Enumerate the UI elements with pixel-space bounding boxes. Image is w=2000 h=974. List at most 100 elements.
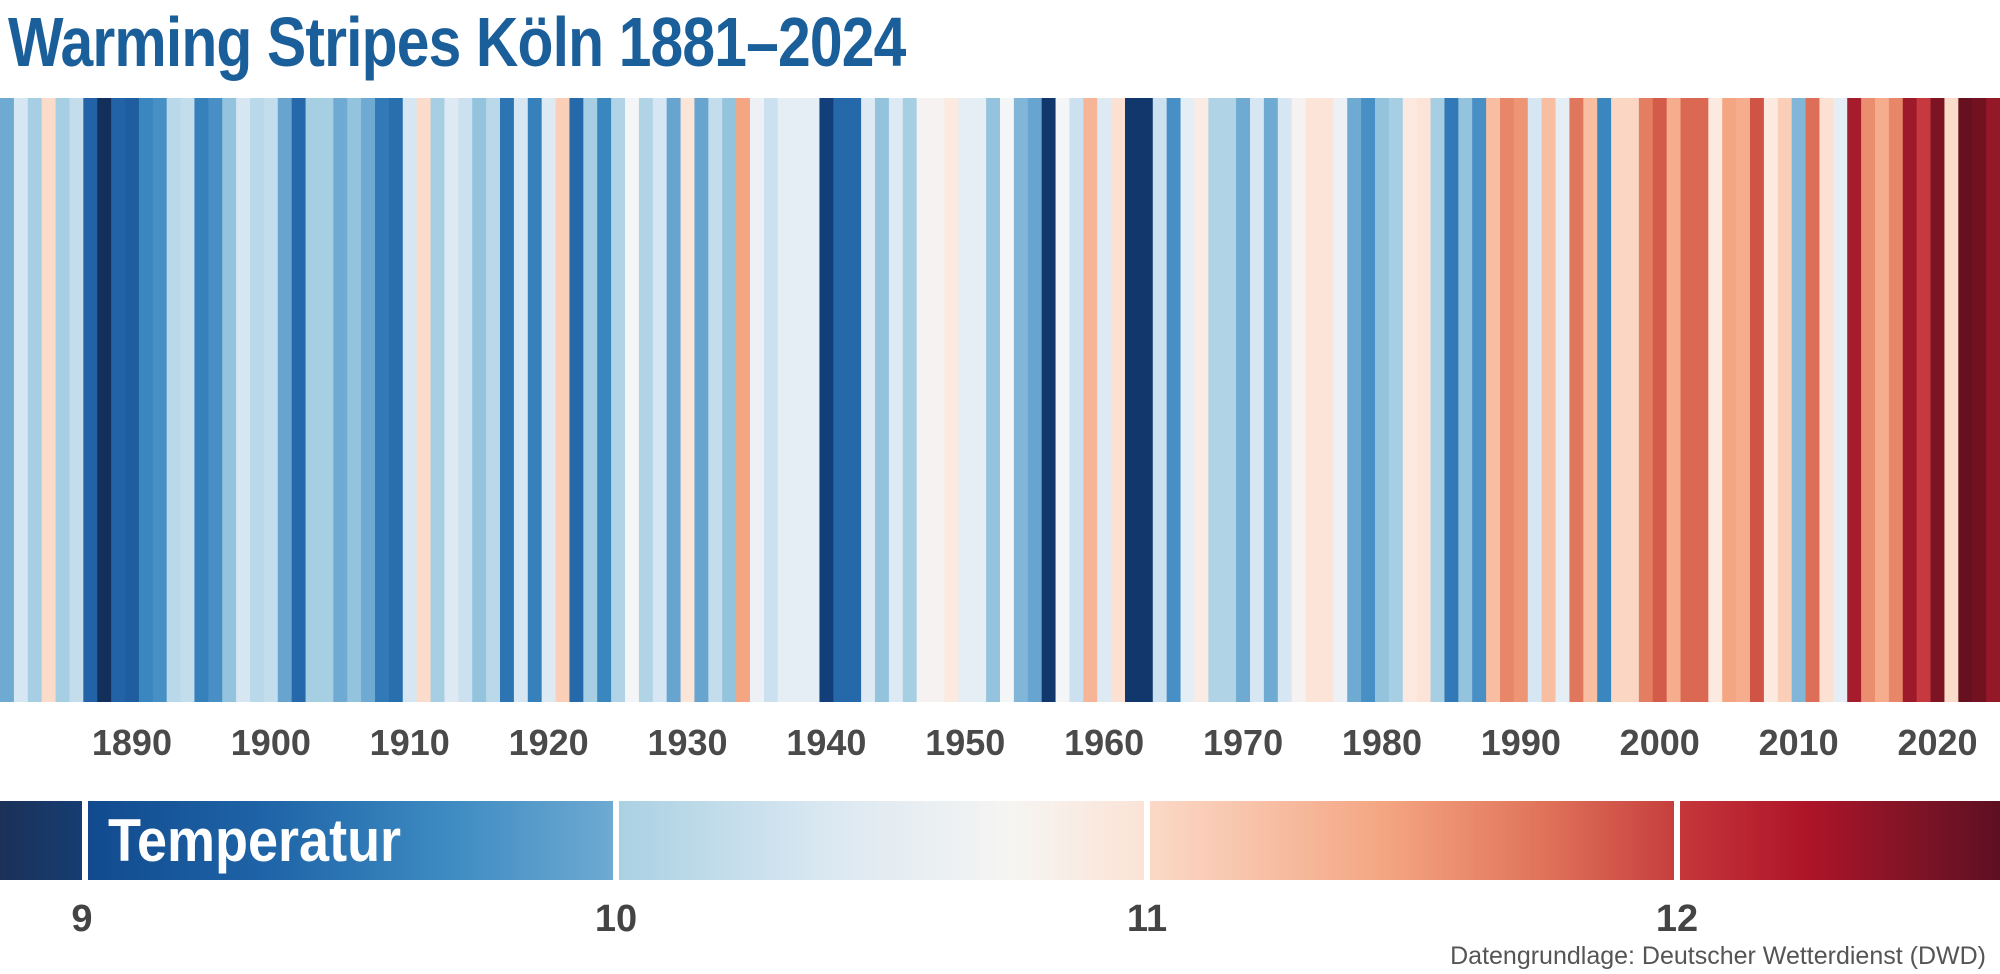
stripe-1968 xyxy=(1208,98,1223,702)
stripe-1997 xyxy=(1611,98,1626,702)
stripe-2013 xyxy=(1833,98,1848,702)
stripe-1943 xyxy=(861,98,876,702)
stripe-1961 xyxy=(1111,98,1126,702)
stripe-1903 xyxy=(305,98,321,702)
stripe-1966 xyxy=(1180,98,1196,702)
stripe-2008 xyxy=(1763,98,1779,702)
stripe-1929 xyxy=(666,98,682,702)
stripe-1955 xyxy=(1027,98,1043,702)
colorbar-segment-above-12 xyxy=(1680,801,2000,880)
stripe-2004 xyxy=(1708,98,1723,702)
stripe-1918 xyxy=(513,98,529,702)
x-tick-label-1930: 1930 xyxy=(647,722,728,763)
stripe-1991 xyxy=(1527,98,1543,702)
stripe-1987 xyxy=(1472,98,1487,702)
colorbar-tick-10: 10 xyxy=(594,898,638,940)
stripe-1906 xyxy=(347,98,362,702)
x-tick-label-1920: 1920 xyxy=(508,722,589,763)
stripe-1984 xyxy=(1430,98,1446,702)
stripe-1930 xyxy=(680,98,696,702)
stripe-1933 xyxy=(722,98,737,702)
colorbar-tick-9: 9 xyxy=(71,898,93,940)
stripe-2015 xyxy=(1861,98,1876,702)
stripe-1947 xyxy=(916,98,932,702)
stripe-1917 xyxy=(500,98,515,702)
stripe-1990 xyxy=(1513,98,1529,702)
stripe-1960 xyxy=(1097,98,1112,702)
stripe-2003 xyxy=(1694,98,1709,702)
stripe-1899 xyxy=(250,98,265,702)
stripe-1915 xyxy=(472,98,487,702)
stripe-1969 xyxy=(1222,98,1237,702)
stripe-1895 xyxy=(194,98,209,702)
stripe-1912 xyxy=(430,98,446,702)
stripe-2000 xyxy=(1652,98,1668,702)
x-tick-label-2020: 2020 xyxy=(1897,722,1978,763)
stripe-1985 xyxy=(1444,98,1459,702)
stripe-1982 xyxy=(1402,98,1418,702)
stripe-2009 xyxy=(1777,98,1793,702)
stripe-1900 xyxy=(263,98,279,702)
stripe-1946 xyxy=(902,98,918,702)
x-tick-label-1990: 1990 xyxy=(1480,722,1561,763)
stripe-1913 xyxy=(444,98,459,702)
stripe-1979 xyxy=(1361,98,1376,702)
stripe-1884 xyxy=(41,98,57,702)
stripe-1942 xyxy=(847,98,862,702)
chart-title: Warming Stripes Köln 1881–2024 xyxy=(8,3,906,81)
stripe-2014 xyxy=(1847,98,1862,702)
stripe-2020 xyxy=(1930,98,1946,702)
stripe-1882 xyxy=(13,98,29,702)
stripe-1976 xyxy=(1319,98,1334,702)
stripe-1948 xyxy=(930,98,946,702)
stripe-1972 xyxy=(1263,98,1279,702)
stripe-1956 xyxy=(1041,98,1057,702)
stripe-1967 xyxy=(1194,98,1209,702)
stripe-1971 xyxy=(1250,98,1265,702)
stripe-1910 xyxy=(402,98,418,702)
stripe-1953 xyxy=(1000,98,1015,702)
stripe-1911 xyxy=(416,98,432,702)
stripe-2017 xyxy=(1888,98,1904,702)
stripe-1974 xyxy=(1291,98,1307,702)
x-tick-label-1900: 1900 xyxy=(230,722,311,763)
stripe-1890 xyxy=(125,98,140,702)
stripe-1970 xyxy=(1236,98,1251,702)
stripe-1978 xyxy=(1347,98,1362,702)
stripe-1954 xyxy=(1013,98,1029,702)
x-tick-label-1950: 1950 xyxy=(925,722,1006,763)
colorbar-tick-11: 11 xyxy=(1126,898,1168,940)
stripe-1928 xyxy=(652,98,668,702)
stripe-1896 xyxy=(208,98,223,702)
stripe-1989 xyxy=(1500,98,1515,702)
colorbar-label: Temperatur xyxy=(108,807,402,874)
colorbar-segment-11-12 xyxy=(1150,801,1674,880)
stripe-1977 xyxy=(1333,98,1348,702)
stripe-1932 xyxy=(708,98,723,702)
stripe-1950 xyxy=(958,98,973,702)
stripe-1898 xyxy=(236,98,251,702)
stripe-1962 xyxy=(1125,98,1140,702)
stripe-1892 xyxy=(152,98,168,702)
stripe-1914 xyxy=(458,98,473,702)
stripe-1994 xyxy=(1569,98,1584,702)
colorbar-segment-10-11 xyxy=(619,801,1144,880)
stripe-1999 xyxy=(1638,98,1654,702)
stripe-1926 xyxy=(625,98,640,702)
stripe-1975 xyxy=(1305,98,1321,702)
stripe-1998 xyxy=(1625,98,1640,702)
stripe-1981 xyxy=(1388,98,1404,702)
stripe-2016 xyxy=(1875,98,1890,702)
stripe-1965 xyxy=(1166,98,1182,702)
stripe-1889 xyxy=(111,98,126,702)
stripe-1927 xyxy=(638,98,654,702)
stripe-1993 xyxy=(1555,98,1571,702)
stripe-1923 xyxy=(583,98,598,702)
stripe-1916 xyxy=(486,98,501,702)
stripe-1894 xyxy=(180,98,196,702)
stripe-1883 xyxy=(27,98,43,702)
x-tick-label-2000: 2000 xyxy=(1619,722,1700,763)
colorbar-segment-below-9 xyxy=(0,801,82,880)
stripe-1951 xyxy=(972,98,987,702)
stripe-1937 xyxy=(777,98,793,702)
